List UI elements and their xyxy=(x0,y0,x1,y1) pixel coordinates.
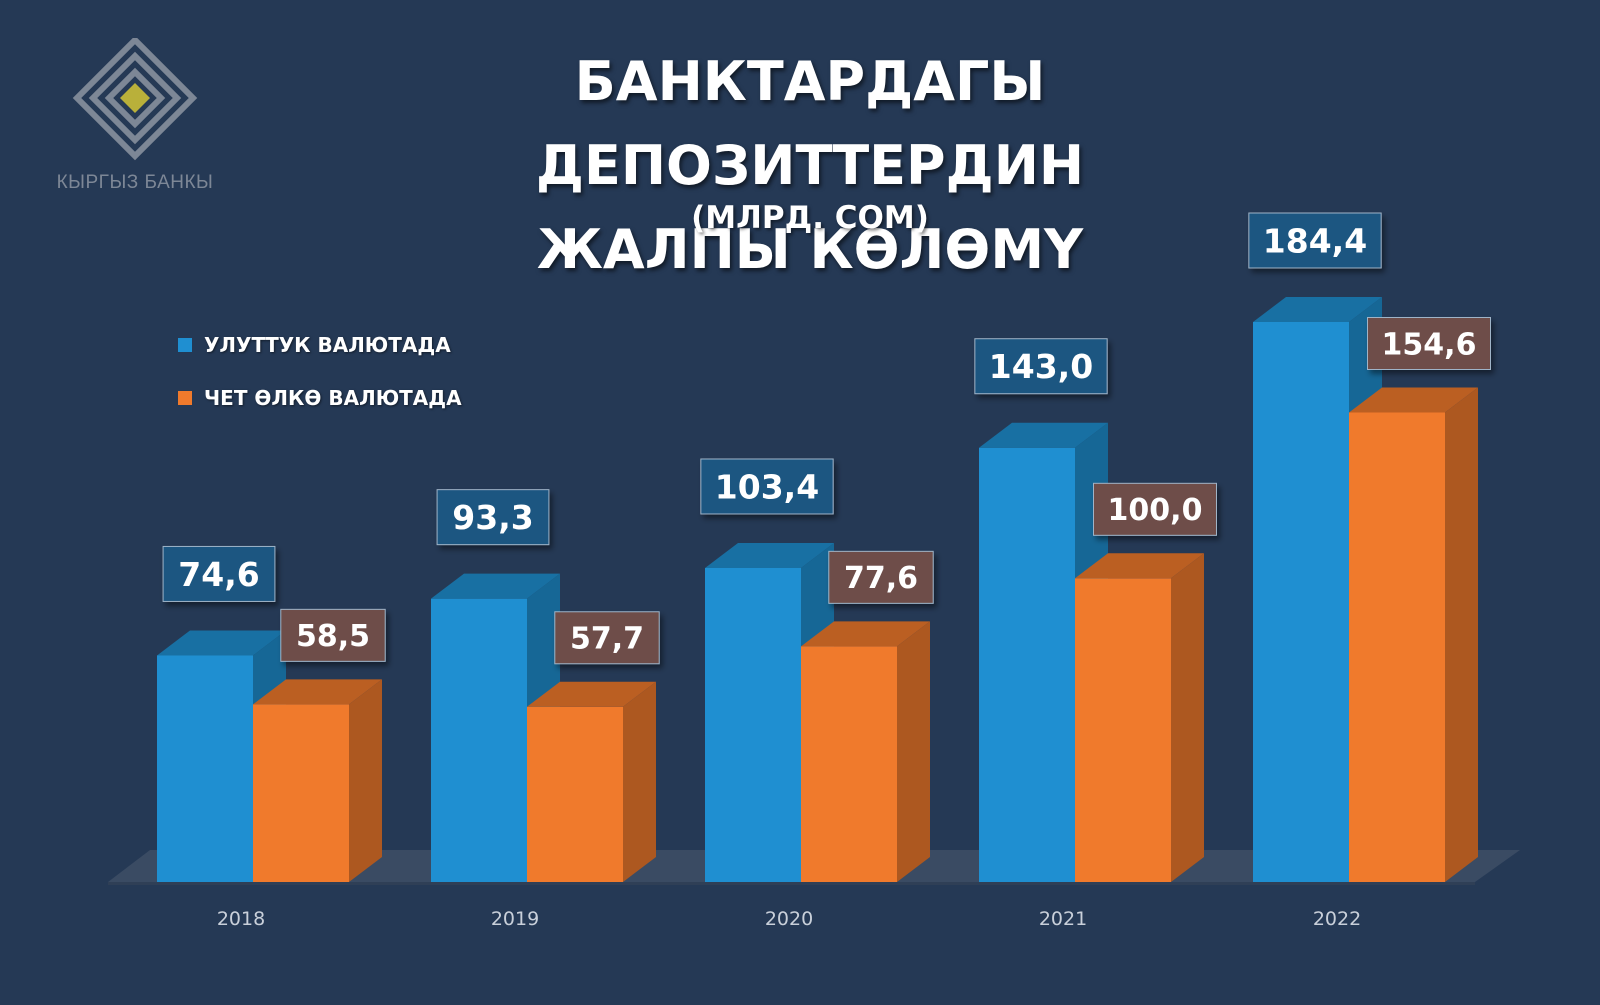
x-tick-2022: 2022 xyxy=(1313,908,1361,930)
bar-foreign-2020-top xyxy=(801,621,930,647)
x-tick-2020: 2020 xyxy=(765,908,813,930)
chart-floor-edge xyxy=(108,882,1475,885)
chart-subtitle: (МЛРД. СОМ) xyxy=(691,200,929,236)
bar-foreign-2019-front xyxy=(527,706,623,882)
value-label-foreign-2019-box xyxy=(554,611,660,665)
legend-swatch-foreign xyxy=(178,390,192,405)
value-label-foreign-2021: 100,0 xyxy=(1108,493,1203,528)
bar-foreign-2019-side xyxy=(623,681,656,882)
bar-foreign-2022-top xyxy=(1349,387,1478,413)
value-label-foreign-2018: 58,5 xyxy=(296,619,370,654)
bar-foreign-2019-top xyxy=(527,681,656,707)
bar-national-2020-top xyxy=(705,542,834,568)
legend-swatch-national xyxy=(178,337,192,352)
bar-national-2019-front xyxy=(431,598,527,882)
value-label-national-2020-box xyxy=(700,458,834,515)
legend-item-foreign: ЧЕТ ӨЛКӨ ВАЛЮТАДА xyxy=(178,371,462,424)
bar-foreign-2022-front xyxy=(1349,412,1445,882)
chart-title-line-2: ЖАЛПЫ КӨЛӨМҮ xyxy=(536,218,1084,281)
value-label-national-2022-box xyxy=(1248,212,1382,269)
bar-foreign-2018-top xyxy=(253,679,382,705)
x-tick-2018: 2018 xyxy=(217,908,265,930)
bar-national-2022-top xyxy=(1253,297,1382,322)
bar-foreign-2018-side xyxy=(349,679,382,882)
bar-national-2022-front xyxy=(1253,322,1349,882)
bar-foreign-2021-front xyxy=(1075,578,1171,882)
bar-national-2021-front xyxy=(979,447,1075,882)
bar-national-2019-top xyxy=(431,573,560,599)
chart-title: БАНКТАРДАГЫ ДЕПОЗИТТЕРДИН ЖАЛПЫ КӨЛӨМҮ xyxy=(300,40,1320,292)
value-label-national-2019: 93,3 xyxy=(452,498,533,537)
bar-national-2018-top xyxy=(157,630,286,656)
x-tick-2021: 2021 xyxy=(1039,908,1087,930)
value-label-foreign-2021-box xyxy=(1093,482,1217,536)
value-label-foreign-2020: 77,6 xyxy=(844,561,918,596)
legend-label-foreign: ЧЕТ ӨЛКӨ ВАЛЮТАДА xyxy=(204,385,462,410)
value-label-foreign-2020-box xyxy=(828,550,934,604)
bar-foreign-2021-side xyxy=(1171,553,1204,882)
value-label-national-2019-box xyxy=(436,489,550,546)
logo-text: КЫРГЫЗ БАНКЫ xyxy=(56,172,214,193)
bar-national-2018-front xyxy=(157,655,253,882)
value-label-national-2021: 143,0 xyxy=(989,347,1093,386)
bar-foreign-2018-front xyxy=(253,704,349,882)
value-label-national-2018: 74,6 xyxy=(178,555,259,594)
bar-foreign-2020-side xyxy=(897,621,930,882)
value-label-national-2022: 184,4 xyxy=(1263,221,1367,260)
bar-foreign-2021-top xyxy=(1075,553,1204,579)
legend-item-national: УЛУТТУК ВАЛЮТАДА xyxy=(178,318,462,371)
value-label-foreign-2022: 154,6 xyxy=(1382,327,1477,362)
bar-foreign-2020-front xyxy=(801,646,897,882)
value-label-national-2018-box xyxy=(162,545,276,602)
legend-label-national: УЛУТТУК ВАЛЮТАДА xyxy=(204,332,451,357)
bar-national-2021-top xyxy=(979,422,1108,448)
value-label-foreign-2022-box xyxy=(1367,316,1491,370)
chart-title-line-1: БАНКТАРДАГЫ ДЕПОЗИТТЕРДИН xyxy=(535,50,1085,197)
value-label-national-2021-box xyxy=(974,338,1108,395)
bar-national-2020-front xyxy=(705,567,801,882)
value-label-foreign-2018-box xyxy=(280,608,386,662)
value-label-national-2020: 103,4 xyxy=(715,467,819,506)
kyrgyz-bank-logo xyxy=(72,38,198,161)
value-label-foreign-2019: 57,7 xyxy=(570,622,644,657)
chart-legend: УЛУТТУК ВАЛЮТАДА ЧЕТ ӨЛКӨ ВАЛЮТАДА xyxy=(178,318,462,424)
bar-foreign-2022-side xyxy=(1445,387,1478,882)
x-tick-2019: 2019 xyxy=(491,908,539,930)
